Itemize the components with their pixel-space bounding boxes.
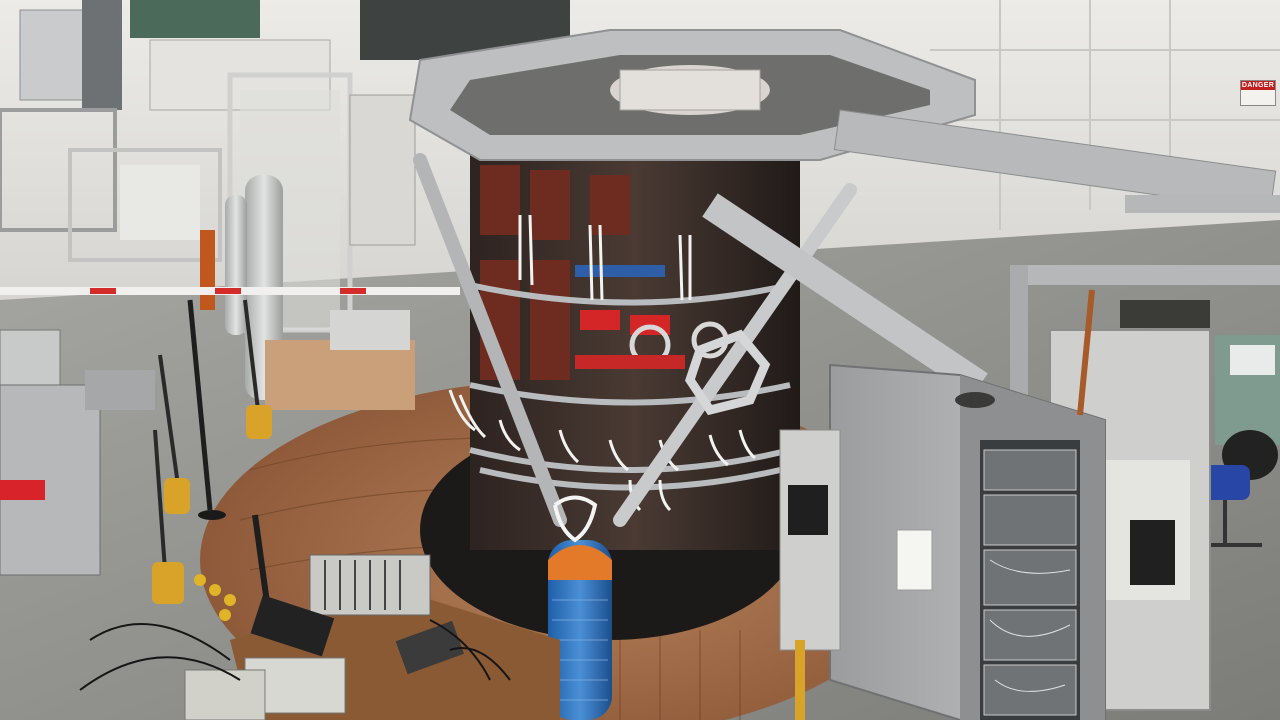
danger-warning-sign: DANGER — [1240, 80, 1276, 106]
foreground-bench — [79, 554, 560, 720]
instrument-shelf — [779, 429, 841, 720]
top-frame — [408, 29, 1280, 213]
danger-sign-text: DANGER — [1241, 81, 1275, 90]
wall-panels — [930, 0, 1280, 230]
blue-gas-cylinder — [548, 495, 612, 720]
blue-chair — [1200, 465, 1250, 500]
left-bench — [0, 310, 415, 576]
electronics-rack — [829, 289, 1106, 720]
barrier-rail — [0, 287, 460, 611]
green-board — [130, 0, 260, 38]
support-struts — [413, 153, 988, 527]
